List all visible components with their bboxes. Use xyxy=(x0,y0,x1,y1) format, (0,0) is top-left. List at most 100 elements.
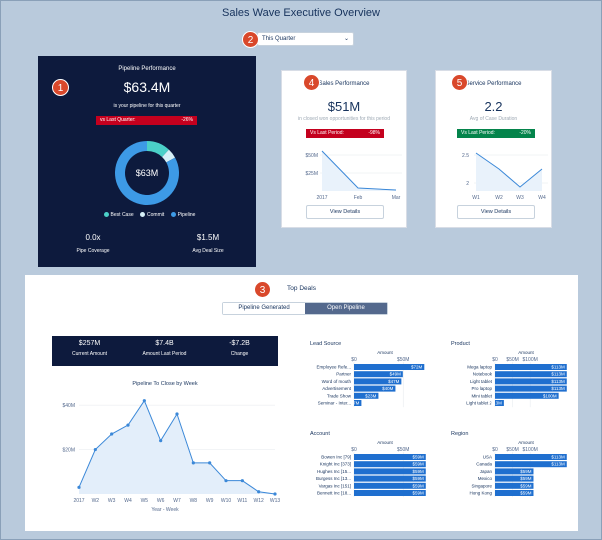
legend-dot-pipeline xyxy=(170,212,176,218)
lead-source-title: Lead Source xyxy=(310,341,342,347)
bar-row-bar[interactable] xyxy=(354,490,426,496)
legend-commit: Commit xyxy=(147,212,165,218)
lead-source-bar-chart: Amount $0 $50M Employee Refe... $72M Partner $… xyxy=(316,350,425,408)
pipeline-vs-value: -26% xyxy=(181,117,193,123)
kpi-change-value: -$7.2B xyxy=(229,340,250,347)
bar-axis-tick: $50M xyxy=(397,447,410,453)
bar-row-label: Mini tablet xyxy=(471,393,492,398)
sales-xtick-2017: 2017 xyxy=(316,195,327,201)
amount-header: Amount xyxy=(377,440,393,445)
bar-row-bar[interactable] xyxy=(495,482,534,489)
week-chart-point xyxy=(77,485,81,489)
bar-row-bar[interactable] xyxy=(495,385,567,392)
service-xtick-w4: W4 xyxy=(538,195,546,201)
bar-row-bar[interactable] xyxy=(495,461,567,468)
legend-dot-commit xyxy=(140,212,146,218)
bar-row-label: Advertisement xyxy=(322,386,352,391)
sales-value: $51M xyxy=(327,99,361,114)
deals-tab-group: Pipeline Generated Open Pipeline xyxy=(222,302,388,315)
pipeline-performance-card: Pipeline Performance $63.4M is your pipe… xyxy=(38,56,256,267)
bar-row-bar[interactable] xyxy=(354,364,425,370)
bar-row-bar[interactable] xyxy=(354,400,362,406)
bar-row-label: Hughes Inc [15... xyxy=(317,469,351,474)
bar-row-label: Mexico xyxy=(478,476,493,481)
legend-best-case: Best Case xyxy=(110,212,134,218)
bar-row-bar[interactable] xyxy=(495,364,567,370)
bar-row-value: $113M xyxy=(551,462,565,467)
bar-row-bar[interactable] xyxy=(495,392,559,399)
bar-row-label: USA xyxy=(483,455,492,460)
pipe-coverage-value: 0.0x xyxy=(85,233,101,242)
week-chart-point xyxy=(273,492,277,496)
service-trend-chart: 2.5 2 W1 W2 W3 W4 xyxy=(462,152,548,201)
bar-row-bar[interactable] xyxy=(354,385,396,392)
bar-row-value: $113M xyxy=(551,386,565,391)
kpi-current-amount: $257M Current Amount xyxy=(52,340,127,357)
kpi-current-amount-value: $257M xyxy=(78,340,101,347)
top-deals-card: Top Deals Pipeline Generated Open Pipeli… xyxy=(25,275,578,531)
week-chart-area xyxy=(79,400,275,494)
bar-row-bar[interactable] xyxy=(495,400,504,406)
bar-row-label: Light tablet xyxy=(470,379,493,384)
service-vs-badge: Vs Last Period: -20% xyxy=(457,129,535,138)
bar-row-bar[interactable] xyxy=(354,482,426,489)
bar-row-bar[interactable] xyxy=(495,490,534,496)
product-panel: Product Amount $0 $50M $100M Mega laptop $113M… xyxy=(451,341,571,411)
sales-trend-chart: $50M $25M 2017 Feb Mar xyxy=(305,150,402,201)
bar-row-bar[interactable] xyxy=(495,468,534,475)
bar-axis-tick: $0 xyxy=(351,357,357,363)
bar-row-bar[interactable] xyxy=(495,371,567,378)
pipeline-vs-badge: vs Last Quarter: -26% xyxy=(96,116,197,125)
sales-view-details-button[interactable]: View Details xyxy=(306,205,384,219)
bar-row-bar[interactable] xyxy=(495,475,534,482)
callout-badge-4: 4 xyxy=(303,74,320,91)
bar-row-value: $113M xyxy=(551,379,565,384)
tab-open-pipeline[interactable]: Open Pipeline xyxy=(305,303,387,314)
bar-row-bar[interactable] xyxy=(354,475,426,482)
avg-deal-size-value: $1.5M xyxy=(196,233,220,242)
bar-row-bar[interactable] xyxy=(495,454,567,460)
bar-axis-tick: $0 xyxy=(351,447,357,453)
sales-xtick-mar: Mar xyxy=(392,195,401,201)
sales-subtitle: in closed won opportunities for this per… xyxy=(298,116,390,122)
bar-row-bar[interactable] xyxy=(495,378,567,385)
bar-row-label: Canada xyxy=(476,462,492,467)
service-view-details-button[interactable]: View Details xyxy=(457,205,535,219)
bar-axis-tick: $50M xyxy=(506,357,519,363)
account-panel: Account Amount $0 $50M Bowen Inc [79] $59M Kni… xyxy=(310,431,430,501)
page-title: Sales Wave Executive Overview xyxy=(222,7,380,19)
week-chart-xtick: W8 xyxy=(190,498,198,504)
bar-row-bar[interactable] xyxy=(354,468,426,475)
service-performance-card: Service Performance 2.2 Avg of Case Dura… xyxy=(435,70,552,228)
bar-row-value: $59M xyxy=(413,483,425,488)
service-value: 2.2 xyxy=(484,99,503,114)
sales-vs-badge: Vs Last Period: -98% xyxy=(306,129,384,138)
week-chart-xtick: W11 xyxy=(237,498,247,504)
bar-row-bar[interactable] xyxy=(354,392,379,399)
service-xtick-w1: W1 xyxy=(472,195,480,201)
product-title: Product xyxy=(451,341,470,347)
sales-vs-value: -98% xyxy=(368,130,380,136)
pipeline-donut-chart: $63M xyxy=(115,141,179,205)
tab-pipeline-generated[interactable]: Pipeline Generated xyxy=(223,303,305,314)
week-chart-xtick: W2 xyxy=(92,498,100,504)
sales-card-title: Sales Performance xyxy=(318,81,370,87)
bar-row-bar[interactable] xyxy=(354,454,426,460)
week-chart-xtick: W4 xyxy=(124,498,132,504)
bar-row-bar[interactable] xyxy=(354,461,426,468)
donut-center-label: $63M xyxy=(136,168,159,178)
avg-deal-size-stat: $1.5M Avg Deal Size xyxy=(173,233,243,254)
week-chart-point xyxy=(175,412,179,416)
period-filter-dropdown[interactable]: This Quarter ⌄ xyxy=(257,32,354,46)
bar-row-value: $49M xyxy=(390,372,402,377)
bar-row-bar[interactable] xyxy=(354,378,402,385)
bar-row-bar[interactable] xyxy=(354,371,403,378)
bar-row-label: Seminar - Inter... xyxy=(318,401,351,406)
service-xtick-w2: W2 xyxy=(495,195,503,201)
kpi-last-period-value: $7.4B xyxy=(155,340,174,347)
chevron-down-icon: ⌄ xyxy=(343,36,349,42)
bar-row-value: $7M xyxy=(351,401,360,406)
bar-row-value: $59M xyxy=(413,462,425,467)
bar-row-label: Mega laptop xyxy=(467,365,492,370)
bar-row-value: $100M xyxy=(543,393,557,398)
